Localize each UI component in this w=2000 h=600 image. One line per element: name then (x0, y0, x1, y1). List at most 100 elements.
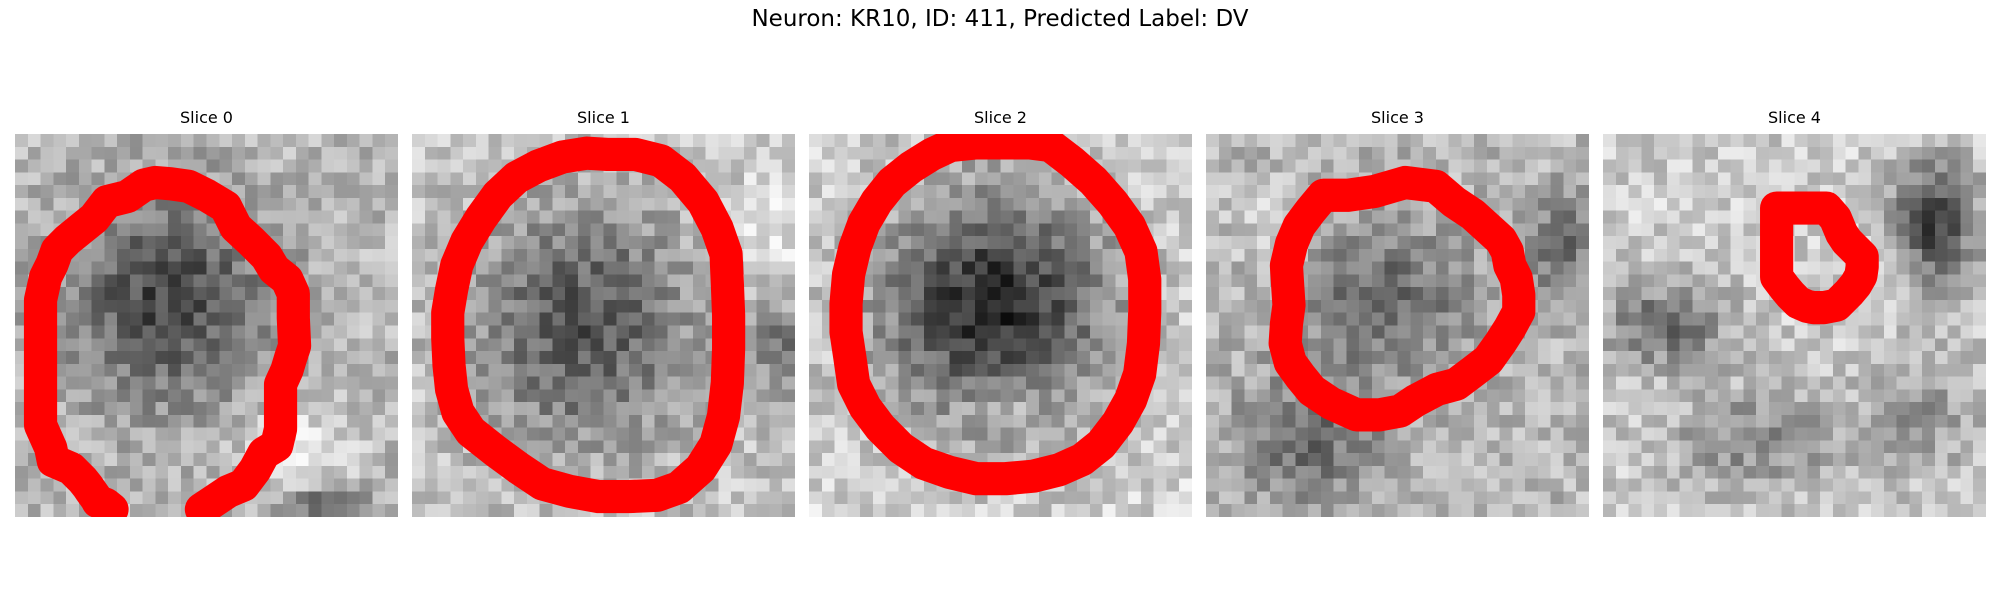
pixel (1153, 440, 1167, 454)
pixel (1537, 478, 1551, 492)
pixel (1013, 427, 1027, 441)
pixel (1257, 146, 1271, 160)
pixel (1692, 402, 1706, 416)
pixel (1013, 338, 1027, 352)
pixel (372, 172, 386, 186)
pixel (1089, 299, 1103, 313)
pixel (1077, 261, 1091, 275)
pixel (809, 338, 823, 352)
pixel (1641, 185, 1655, 199)
pixel (1679, 261, 1693, 275)
pixel (1973, 478, 1986, 492)
pixel (526, 299, 540, 313)
pixel (1947, 363, 1961, 377)
pixel (565, 248, 579, 262)
pixel (232, 338, 246, 352)
pixel (1397, 351, 1411, 365)
pixel (1435, 338, 1449, 352)
pixel (385, 402, 398, 416)
pixel (1641, 274, 1655, 288)
pixel (1371, 491, 1385, 505)
pixel (1537, 312, 1551, 326)
pixel (872, 274, 886, 288)
pixel (565, 325, 579, 339)
pixel (809, 185, 823, 199)
pixel (104, 236, 118, 250)
pixel (514, 274, 528, 288)
pixel (1947, 312, 1961, 326)
pixel (590, 325, 604, 339)
pixel (283, 159, 297, 173)
pixel (488, 159, 502, 173)
pixel (180, 389, 194, 403)
pixel (654, 261, 668, 275)
pixel (1218, 236, 1232, 250)
pixel (244, 376, 258, 390)
pixel (1537, 172, 1551, 186)
pixel (731, 453, 745, 467)
pixel (1384, 299, 1398, 313)
pixel (1666, 197, 1680, 211)
pixel (1717, 478, 1731, 492)
pixel (1947, 134, 1961, 148)
pixel (1947, 389, 1961, 403)
pixel (359, 223, 373, 237)
pixel (1333, 427, 1347, 441)
pixel (1038, 491, 1052, 505)
pixel (1563, 414, 1577, 428)
pixel (1244, 223, 1258, 237)
pixel (629, 465, 643, 479)
pixel (782, 312, 795, 326)
pixel (359, 478, 373, 492)
pixel (334, 363, 348, 377)
pixel (1666, 376, 1680, 390)
pixel (1654, 197, 1668, 211)
pixel (1679, 376, 1693, 390)
pixel (1781, 440, 1795, 454)
pixel (923, 210, 937, 224)
pixel (1705, 363, 1719, 377)
pixel (372, 274, 386, 288)
pixel (1231, 172, 1245, 186)
pixel (1102, 312, 1116, 326)
pixel (629, 172, 643, 186)
pixel (1603, 261, 1617, 275)
pixel (1628, 414, 1642, 428)
pixel (1140, 146, 1154, 160)
pixel (782, 402, 795, 416)
pixel (501, 504, 515, 517)
pixel (1244, 363, 1258, 377)
pixel (1346, 299, 1360, 313)
pixel (552, 389, 566, 403)
pixel (1705, 338, 1719, 352)
pixel (129, 312, 143, 326)
pixel (1218, 427, 1232, 441)
pixel (1628, 236, 1642, 250)
pixel (923, 248, 937, 262)
pixel (743, 159, 757, 173)
pixel (117, 478, 131, 492)
pixel (359, 185, 373, 199)
pixel (911, 478, 925, 492)
pixel (385, 465, 398, 479)
pixel (424, 172, 438, 186)
pixel (206, 223, 220, 237)
pixel (1705, 159, 1719, 173)
pixel (1883, 427, 1897, 441)
pixel (1576, 248, 1589, 262)
pixel (78, 440, 92, 454)
pixel (1499, 389, 1513, 403)
pixel (731, 504, 745, 517)
pixel (782, 185, 795, 199)
pixel (1845, 414, 1859, 428)
pixel (809, 504, 823, 517)
pixel (1257, 185, 1271, 199)
pixel (847, 172, 861, 186)
pixel (1308, 159, 1322, 173)
pixel (155, 134, 169, 148)
pixel (898, 134, 912, 148)
pixel (1960, 274, 1974, 288)
pixel (1781, 172, 1795, 186)
pixel (949, 248, 963, 262)
pixel (219, 287, 233, 301)
